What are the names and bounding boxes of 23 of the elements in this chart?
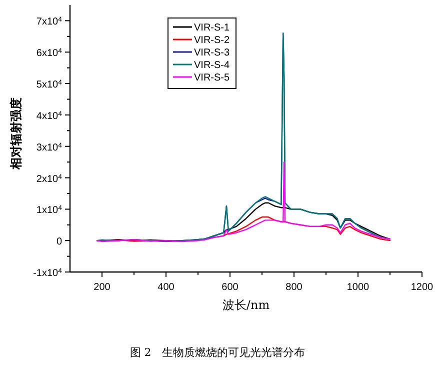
x-tick-label: 600: [222, 282, 239, 293]
y-tick-label: 2x10$^{4}$: [36, 173, 62, 185]
y-tick-label: 0: [56, 236, 62, 248]
x-tick-label: 200: [94, 282, 111, 293]
y-tick-label: 7x10$^{4}$: [36, 16, 62, 28]
y-tick-label: 4x10$^{4}$: [36, 110, 62, 122]
legend-label: VIR-S-4: [194, 60, 230, 71]
legend-label: VIR-S-3: [194, 48, 230, 58]
x-tick-label: 800: [286, 282, 303, 293]
y-tick-label: 1x10$^{4}$: [36, 204, 62, 216]
x-tick-label: 1000: [346, 282, 370, 293]
y-axis-title: 相对辐射强度: [9, 98, 23, 170]
y-tick-label: 3x10$^{4}$: [36, 142, 62, 154]
caption: 图 2 生物质燃烧的可见光光谱分布: [130, 346, 306, 359]
x-axis-title: 波长/nm: [222, 298, 270, 312]
legend-label: VIR-S-2: [194, 35, 230, 46]
x-tick-label: 400: [158, 282, 175, 293]
y-tick-label: 6x10$^{4}$: [36, 48, 62, 60]
legend-label: VIR-S-5: [194, 72, 230, 84]
x-tick-label: 1200: [410, 282, 434, 293]
y-tick-label: -1x10$^{4}$: [33, 268, 62, 279]
legend-label: VIR-S-1: [194, 22, 230, 34]
y-tick-label: 5x10$^{4}$: [36, 79, 62, 91]
